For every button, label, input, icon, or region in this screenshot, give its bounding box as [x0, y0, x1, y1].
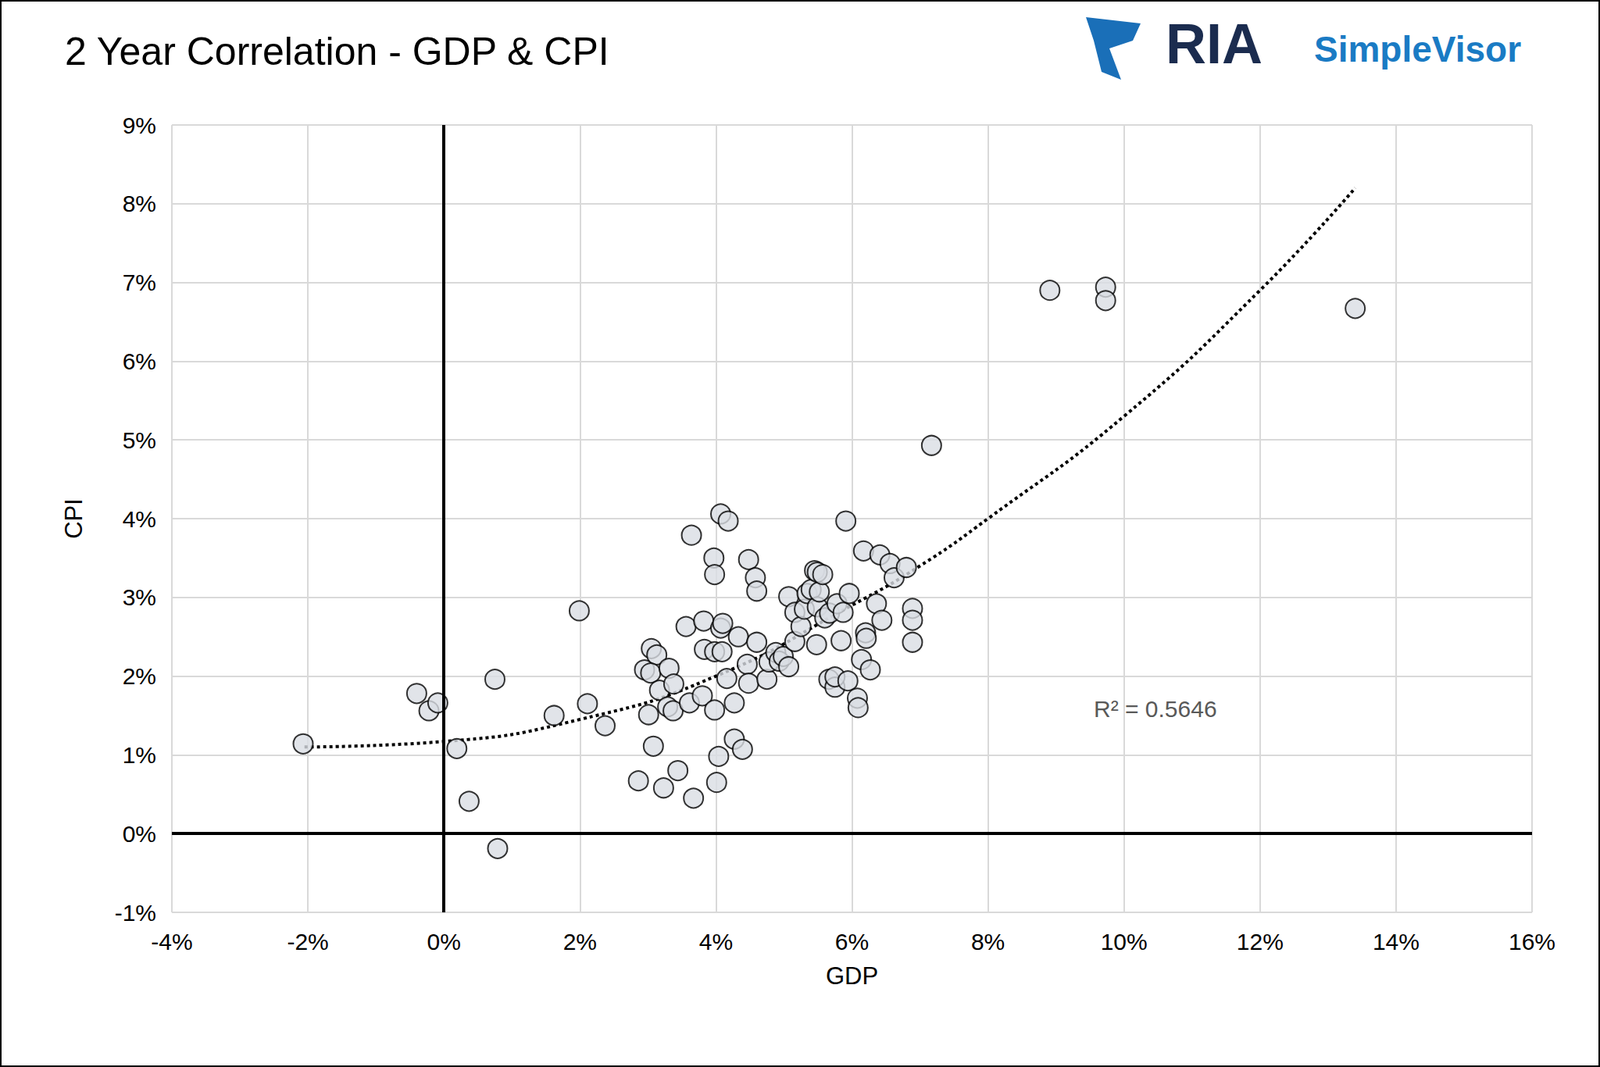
svg-text:R² = 0.5646: R² = 0.5646	[1093, 696, 1218, 722]
svg-text:0%: 0%	[427, 928, 461, 955]
svg-text:-4%: -4%	[150, 928, 193, 955]
svg-text:3%: 3%	[122, 584, 157, 611]
svg-text:8%: 8%	[971, 928, 1005, 955]
svg-text:SimpleVisor: SimpleVisor	[1314, 28, 1522, 70]
svg-text:CPI: CPI	[60, 498, 88, 540]
svg-text:14%: 14%	[1372, 928, 1420, 955]
svg-text:2%: 2%	[563, 928, 597, 955]
svg-text:GDP: GDP	[825, 962, 879, 990]
svg-text:7%: 7%	[122, 269, 157, 296]
svg-text:RIA: RIA	[1165, 12, 1263, 75]
svg-text:2 Year Correlation - GDP & CPI: 2 Year Correlation - GDP & CPI	[64, 29, 610, 74]
svg-text:-1%: -1%	[114, 900, 157, 926]
svg-text:10%: 10%	[1100, 928, 1148, 955]
svg-text:9%: 9%	[122, 112, 157, 139]
svg-text:2%: 2%	[122, 663, 157, 690]
svg-text:12%: 12%	[1236, 928, 1284, 955]
svg-text:6%: 6%	[122, 348, 157, 375]
svg-text:4%: 4%	[122, 506, 157, 533]
svg-text:16%: 16%	[1508, 928, 1556, 955]
svg-text:4%: 4%	[699, 928, 733, 955]
svg-text:8%: 8%	[122, 190, 157, 217]
svg-text:0%: 0%	[122, 821, 157, 847]
svg-text:6%: 6%	[835, 928, 869, 955]
svg-text:5%: 5%	[122, 427, 157, 454]
svg-text:1%: 1%	[122, 742, 157, 768]
svg-text:-2%: -2%	[286, 928, 329, 955]
